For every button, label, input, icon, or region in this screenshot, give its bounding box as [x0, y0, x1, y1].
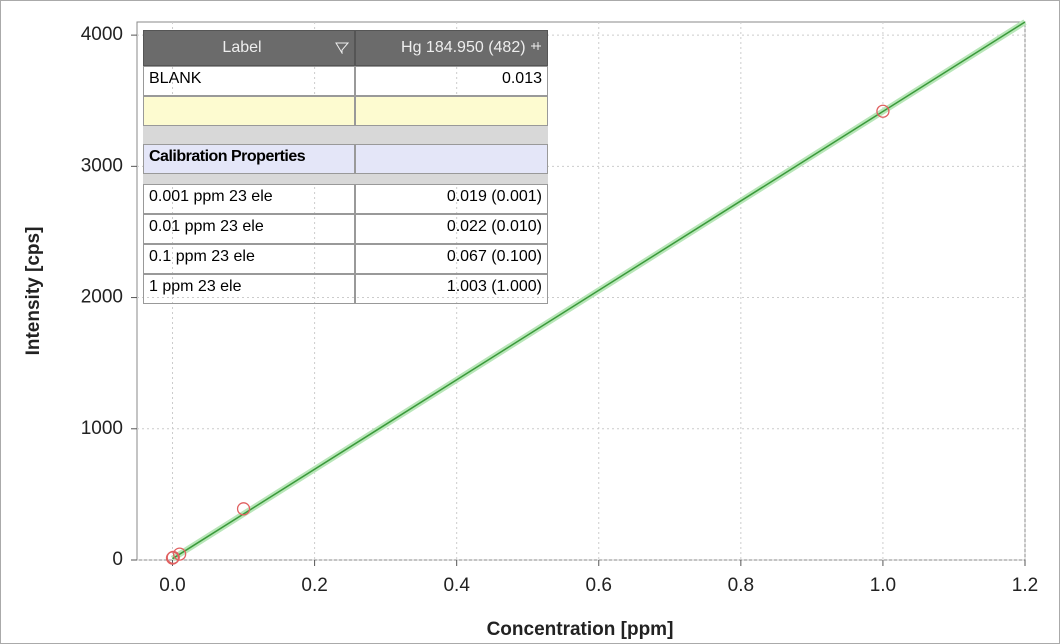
cell: 0.067 (0.100)	[355, 244, 548, 274]
y-tick-label: 4000	[81, 24, 123, 45]
section-cell	[355, 144, 548, 174]
y-tick-label: 3000	[81, 155, 123, 176]
x-tick-label: 0.0	[159, 575, 185, 596]
header-cell[interactable]: Hg 184.950 (482)	[355, 30, 548, 66]
y-axis-label: Intensity [cps]	[23, 227, 44, 356]
y-tick-label: 2000	[81, 287, 123, 308]
x-tick-label: 0.2	[301, 575, 327, 596]
spacer	[143, 126, 548, 144]
cell: 0.019 (0.001)	[355, 184, 548, 214]
header-text: Label	[222, 39, 262, 56]
x-tick-label: 0.8	[728, 575, 754, 596]
cell: BLANK	[143, 66, 355, 96]
y-tick-label: 1000	[81, 418, 123, 439]
point	[172, 547, 187, 561]
point	[236, 502, 251, 516]
cell: 0.001 ppm 23 ele	[143, 184, 355, 214]
point	[166, 550, 180, 565]
empty-cell[interactable]	[143, 96, 355, 126]
x-axis-label: Concentration [ppm]	[487, 619, 674, 640]
cell: 0.1 ppm 23 ele	[143, 244, 355, 274]
header-text: Hg 184.950 (482)	[401, 39, 526, 56]
fit-line	[172, 21, 1026, 560]
filter-icon[interactable]	[335, 42, 349, 54]
pin-icon[interactable]	[530, 40, 542, 52]
y-tick-label: 0	[112, 549, 123, 570]
x-tick-label: 1.2	[1012, 575, 1038, 596]
header-cell[interactable]: Label	[143, 30, 355, 66]
cell: 0.013	[355, 66, 548, 96]
cell: 0.01 ppm 23 ele	[143, 214, 355, 244]
x-tick-label: 0.4	[443, 575, 470, 596]
x-tick-label: 1.0	[870, 575, 896, 596]
table-row[interactable]: 0.01 ppm 23 ele 0.022 (0.010)	[143, 214, 548, 244]
table-row[interactable]: 0.001 ppm 23 ele 0.019 (0.001)	[143, 184, 548, 214]
cell: 1 ppm 23 ele	[143, 274, 355, 304]
table-row[interactable]: 1 ppm 23 ele 1.003 (1.000)	[143, 274, 548, 304]
x-tick-label: 0.6	[586, 575, 612, 596]
cell: 0.022 (0.010)	[355, 214, 548, 244]
data-table: Label Hg 184.950 (482) BLANK 0.013 Calib…	[143, 30, 548, 304]
spacer	[143, 174, 548, 184]
table-row[interactable]: 0.1 ppm 23 ele 0.067 (0.100)	[143, 244, 548, 274]
point	[876, 104, 890, 118]
section-cell: Calibration Properties	[143, 144, 355, 174]
cell: 1.003 (1.000)	[355, 274, 548, 304]
empty-cell[interactable]	[355, 96, 548, 126]
